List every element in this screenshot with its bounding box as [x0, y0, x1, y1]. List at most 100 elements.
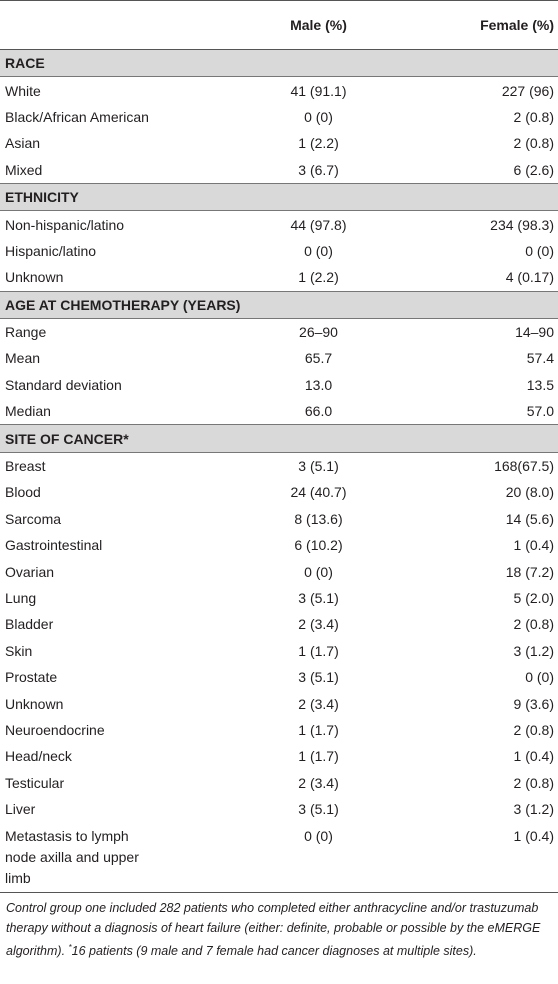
row-label-cell: Median — [0, 398, 248, 425]
row-label-cell: Range — [0, 318, 248, 345]
section-row: ETHNICITY — [0, 182, 558, 212]
male-value: 2 (3.4) — [298, 774, 339, 791]
data-row: Lung 3 (5.1) 5 (2.0) — [0, 585, 558, 611]
footnote-text: Control group one included 282 patients … — [6, 901, 541, 959]
female-value: 57.4 — [526, 350, 554, 367]
female-value: 14–90 — [515, 324, 554, 341]
row-label: Unknown — [5, 695, 64, 712]
row-label-cell: Standard deviation — [0, 372, 248, 398]
male-value: 2 (3.4) — [298, 695, 339, 712]
male-value: 44 (97.8) — [290, 216, 347, 233]
row-label: Head/neck — [5, 748, 72, 765]
row-label: Mixed — [5, 161, 43, 178]
row-label: Ovarian — [5, 563, 55, 580]
row-label-cell: Mixed — [0, 157, 248, 184]
female-value: 1 (0.4) — [388, 822, 558, 894]
male-value: 1 (2.2) — [298, 269, 339, 286]
female-value: 2 (0.8) — [513, 108, 554, 125]
row-label: Blood — [5, 484, 41, 501]
row-label: Gastrointestinal — [5, 537, 103, 554]
row-label: Neuroendocrine — [5, 721, 105, 738]
female-value: 6 (2.6) — [513, 161, 554, 178]
section-title: ETHNICITY — [0, 182, 558, 212]
data-row: Hispanic/latino 0 (0) 0 (0) — [0, 238, 558, 264]
row-label-cell: White — [0, 77, 248, 104]
female-value: 234 (98.3) — [490, 216, 554, 233]
row-label-cell: Lung — [0, 585, 248, 611]
row-label: White — [5, 82, 41, 99]
female-value: 2 (0.8) — [513, 616, 554, 633]
data-row: Mean 65.7 57.4 — [0, 345, 558, 371]
male-value: 1 (1.7) — [298, 748, 339, 765]
data-row: Mixed 3 (6.7) 6 (2.6) — [0, 157, 558, 184]
row-label-cell: Ovarian — [0, 558, 248, 584]
female-value: 2 (0.8) — [513, 135, 554, 152]
data-row: Black/African American 0 (0) 2 (0.8) — [0, 104, 558, 130]
row-label-cell: Unknown — [0, 264, 248, 291]
row-label: Bladder — [5, 616, 54, 633]
footnote-mark: * — [68, 943, 72, 953]
section: AGE AT CHEMOTHERAPY (YEARS) Range 26–90 14–… — [0, 290, 558, 425]
row-label-cell: Skin — [0, 638, 248, 664]
male-value: 1 (2.2) — [298, 135, 339, 152]
column-header: Male (%) — [248, 0, 388, 50]
data-row: Metastasis to lymph node axilla and uppe… — [0, 822, 558, 894]
header-blank — [0, 0, 248, 50]
section-title: AGE AT CHEMOTHERAPY (YEARS) — [0, 290, 558, 319]
section: SITE OF CANCER* Breast 3 (5.1) 168(67.5) Blo… — [0, 424, 558, 894]
data-row: Sarcoma 8 (13.6) 14 (5.6) — [0, 506, 558, 532]
female-value: 13.5 — [526, 376, 554, 393]
female-value: 2 (0.8) — [513, 774, 554, 791]
female-value: 18 (7.2) — [505, 563, 554, 580]
row-label: Hispanic/latino — [5, 242, 97, 259]
female-value: 57.0 — [526, 403, 554, 420]
male-value: 3 (6.7) — [298, 161, 339, 178]
row-label-cell: Unknown — [0, 690, 248, 716]
male-value: 26–90 — [299, 324, 338, 341]
row-label: Testicular — [5, 774, 65, 791]
male-value: 1 (1.7) — [298, 721, 339, 738]
column-header: Female (%) — [388, 0, 558, 50]
header-row: Male (%) Female (%) — [0, 0, 558, 50]
female-value: 20 (8.0) — [505, 484, 554, 501]
data-row: Breast 3 (5.1) 168(67.5) — [0, 452, 558, 479]
data-row: Asian 1 (2.2) 2 (0.8) — [0, 130, 558, 156]
data-row: Liver 3 (5.1) 3 (1.2) — [0, 796, 558, 822]
data-row: Neuroendocrine 1 (1.7) 2 (0.8) — [0, 717, 558, 743]
data-row: Testicular 2 (3.4) 2 (0.8) — [0, 770, 558, 796]
data-row: Unknown 1 (2.2) 4 (0.17) — [0, 264, 558, 291]
female-value: 9 (3.6) — [513, 695, 554, 712]
data-row: Skin 1 (1.7) 3 (1.2) — [0, 638, 558, 664]
row-label-cell: Black/African American — [0, 104, 248, 130]
data-row: Standard deviation 13.0 13.5 — [0, 372, 558, 398]
data-row: Ovarian 0 (0) 18 (7.2) — [0, 558, 558, 584]
row-label-cell: Non-hispanic/latino — [0, 211, 248, 238]
data-row: Median 66.0 57.0 — [0, 398, 558, 425]
row-label: Liver — [5, 801, 36, 818]
row-label-cell: Hispanic/latino — [0, 238, 248, 264]
row-label-cell: Bladder — [0, 611, 248, 637]
male-value: 3 (5.1) — [298, 669, 339, 686]
male-value: 0 (0) — [304, 563, 333, 580]
female-value: 5 (2.0) — [513, 590, 554, 606]
data-row: Non-hispanic/latino 44 (97.8) 234 (98.3) — [0, 211, 558, 238]
female-value: 4 (0.17) — [505, 269, 554, 286]
row-label: Prostate — [5, 669, 58, 686]
male-value: 66.0 — [304, 403, 333, 420]
data-row: White 41 (91.1) 227 (96) — [0, 77, 558, 104]
section-title: RACE — [0, 48, 558, 78]
female-value: 1 (0.4) — [513, 537, 554, 554]
male-value: 3 (5.1) — [298, 801, 339, 818]
female-value: 3 (1.2) — [513, 642, 554, 659]
data-row: Unknown 2 (3.4) 9 (3.6) — [0, 690, 558, 716]
section: ETHNICITY Non-hispanic/latino 44 (97.8) 234… — [0, 182, 558, 291]
footnote-note: 16 patients (9 male and 7 female had can… — [71, 944, 477, 959]
male-value: 13.0 — [304, 376, 333, 393]
row-label: Asian — [5, 135, 41, 152]
male-value: 8 (13.6) — [294, 510, 343, 527]
female-value: 14 (5.6) — [505, 510, 554, 527]
row-label: Sarcoma — [5, 510, 62, 527]
row-label-cell: Metastasis to lymph node axilla and uppe… — [0, 822, 248, 894]
row-label-cell: Asian — [0, 130, 248, 156]
